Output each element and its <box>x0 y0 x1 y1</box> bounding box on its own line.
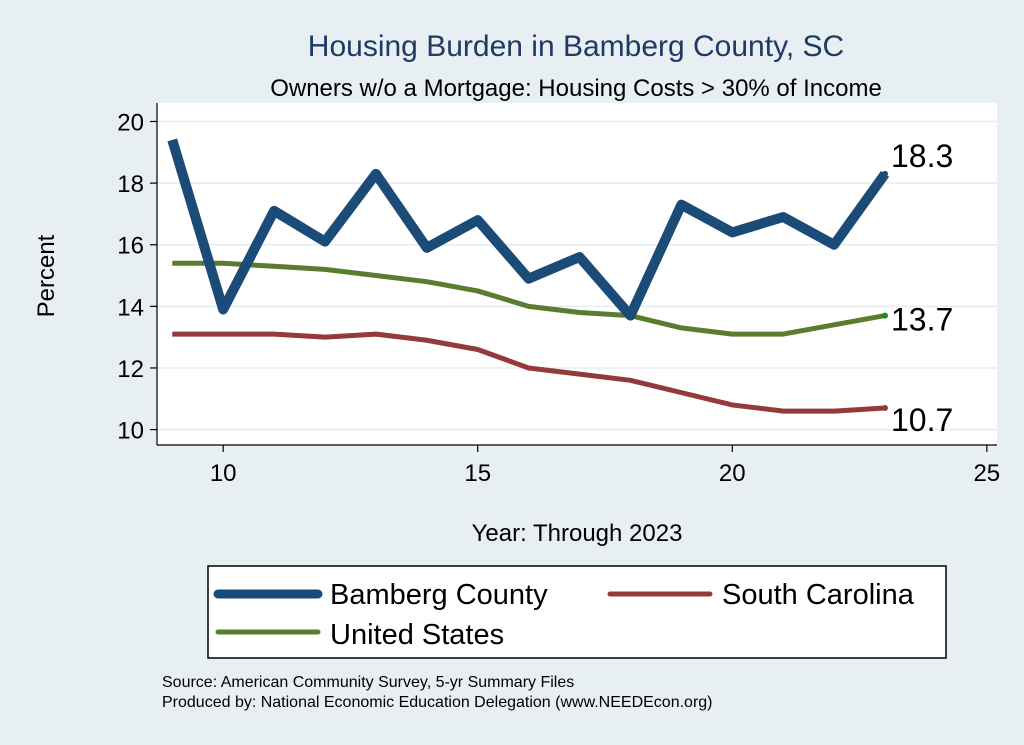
y-tick-label: 14 <box>117 294 144 321</box>
x-tick-label: 20 <box>719 460 746 487</box>
series-end-marker <box>882 405 888 412</box>
legend-label-bamberg-county: Bamberg County <box>330 579 548 611</box>
series-line-bamberg-county <box>167 138 890 321</box>
chart-subtitle: Owners w/o a Mortgage: Housing Costs > 3… <box>270 75 882 102</box>
legend-label-south-carolina: South Carolina <box>722 579 915 611</box>
legend-label-united-states: United States <box>330 619 504 651</box>
plot-area <box>157 103 997 445</box>
gridlines <box>157 120 997 431</box>
x-ticks: 10 15 20 25 <box>210 445 1000 487</box>
x-axis-label: Year: Through 2023 <box>472 520 683 547</box>
y-ticks: 10 12 14 16 18 20 <box>117 109 157 445</box>
y-tick-label: 12 <box>117 356 144 383</box>
series-end-marker <box>882 312 888 319</box>
y-tick-label: 18 <box>117 171 144 198</box>
x-tick-label: 10 <box>210 460 237 487</box>
series-line-south-carolina <box>172 331 886 414</box>
y-tick-label: 16 <box>117 233 144 260</box>
y-tick-label: 10 <box>117 418 144 445</box>
end-label-south-carolina: 10.7 <box>891 402 953 438</box>
series-line-united-states <box>172 260 886 337</box>
end-label-united-states: 13.7 <box>891 302 953 338</box>
source-note: Source: American Community Survey, 5-yr … <box>162 674 574 691</box>
end-label-bamberg-county: 18.3 <box>891 138 953 174</box>
chart-title: Housing Burden in Bamberg County, SC <box>308 30 844 63</box>
y-tick-label: 20 <box>117 109 144 136</box>
legend-box <box>207 565 947 659</box>
end-labels: 18.3 10.7 13.7 <box>891 138 953 438</box>
x-tick-label: 25 <box>973 460 1000 487</box>
x-tick-label: 15 <box>464 460 491 487</box>
series-lines <box>167 138 890 414</box>
y-axis-label: Percent <box>33 234 60 317</box>
producer-note: Produced by: National Economic Education… <box>162 694 713 711</box>
series-end-marker <box>882 170 888 177</box>
